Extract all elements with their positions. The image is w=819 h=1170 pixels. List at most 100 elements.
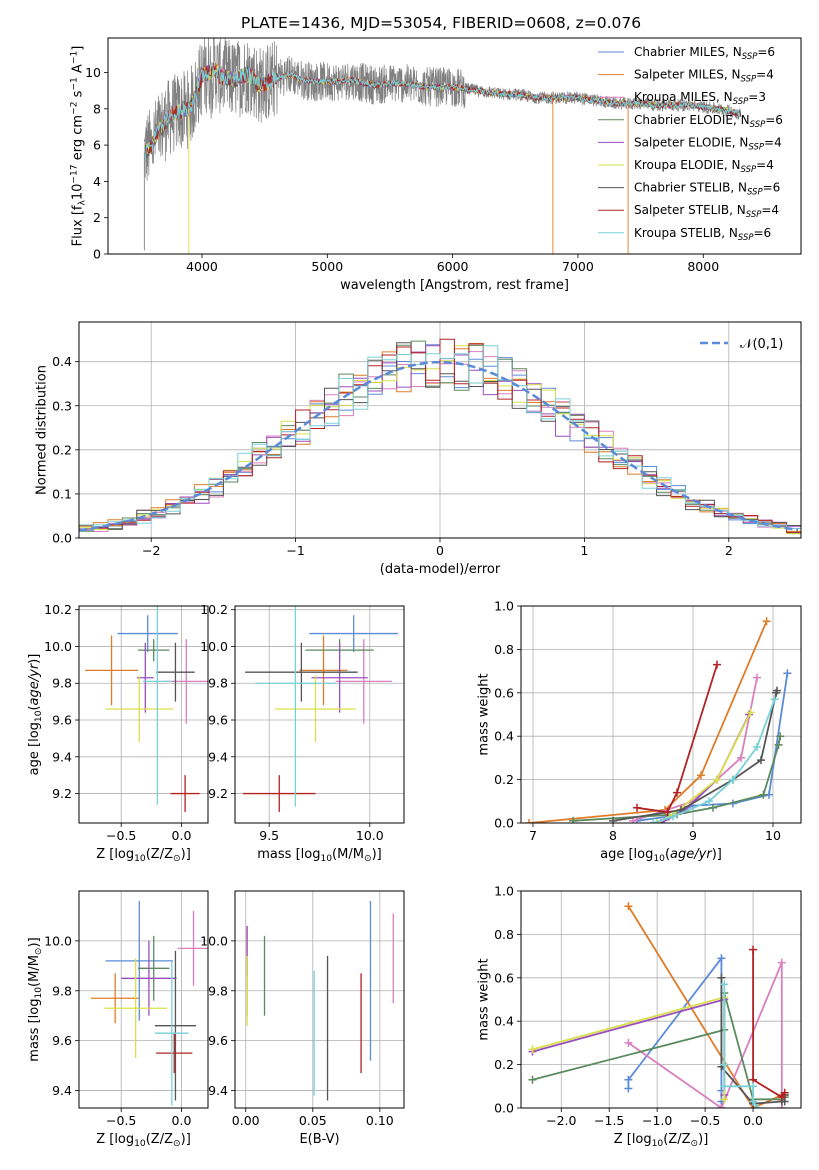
x-axis-label: E(B-V) (299, 1132, 339, 1147)
legend-label: Chabrier MILES, NSSP=6 (634, 45, 775, 62)
mass-weight-marker (749, 1082, 758, 1091)
mass-weight-marker (669, 812, 677, 821)
plot-area (143, 38, 742, 254)
mass-weight-marker (705, 797, 713, 806)
y-tick-label: 9.4 (52, 1083, 72, 1098)
normal-distribution-curve (79, 360, 799, 532)
mass-weight-marker (649, 819, 657, 823)
axes-frame (78, 321, 802, 539)
mass-weight-marker (717, 973, 726, 982)
y-axis-label: mass weight (476, 958, 491, 1040)
mass-weight-marker (780, 1088, 789, 1097)
spectrum-panel: 4000 5000 6000 7000 8000 0 2 4 6 8 10 wavelength [A… (70, 37, 802, 293)
x-tick-label: 4000 (186, 259, 218, 274)
legend-label: Kroupa STELIB, NSSP=6 (634, 226, 771, 243)
mass-weight-marker (528, 1075, 537, 1084)
x-axis-label: Z [log10​(Z/Z⊙​)] (614, 1132, 709, 1149)
mass-weight-marker (673, 788, 681, 797)
mass-weight-marker (633, 803, 641, 812)
y-axis-label: mass [log10​(M/M⊙​)] (27, 937, 44, 1061)
mass-vs-z-panel: −0.5 0.0 9.4 9.6 9.8 10.0 Z [log10​(Z/Z⊙​)] mas… (27, 890, 209, 1149)
x-tick-label: 0 (436, 543, 444, 558)
x-tick-label: −2 (142, 543, 160, 558)
x-axis-label: age [log10​(age/yr)] (600, 847, 722, 864)
mass-weight-line (752, 949, 786, 1099)
y-tick-label: 0.4 (494, 729, 514, 744)
x-tick-label: −1.5 (594, 1113, 624, 1128)
mass-weight-marker (762, 617, 771, 626)
y-tick-label: 0.6 (494, 685, 514, 700)
mass-weight-line (652, 698, 776, 823)
y-tick-label: 4 (93, 174, 101, 189)
legend-label: Chabrier STELIB, NSSP=6 (634, 181, 780, 198)
x-tick-label: 8 (609, 828, 617, 843)
plot-area (528, 902, 789, 1108)
residuals-panel: −2 −1 0 1 2 0.0 0.1 0.2 0.3 0.4 (data-model)/error… (34, 321, 802, 577)
mass-weight-marker (569, 816, 577, 823)
y-tick-label: 0.0 (52, 531, 72, 546)
x-tick-label: 8000 (687, 259, 719, 274)
mass-weight-line (612, 690, 778, 822)
mass-weight-line (572, 736, 782, 822)
mass-weight-vs-z-panel: −2.0 −1.5 −1.0 −0.5 0.0 0.0 0.2 0.4 0.6 0.8 1.0 Z [… (476, 884, 802, 1149)
axes-frame (520, 605, 802, 824)
plot-area (243, 606, 398, 812)
y-tick-label: 10.2 (44, 602, 72, 617)
y-tick-label: 9.8 (208, 676, 228, 691)
legend-label: Salpeter ELODIE, NSSP=4 (634, 135, 782, 152)
y-tick-label: 9.2 (208, 786, 228, 801)
mass-weight-marker (749, 945, 758, 954)
figure-title: PLATE=1436, MJD=53054, FIBERID=0608, z=0… (241, 14, 641, 32)
y-tick-label: 10.2 (200, 602, 228, 617)
mass-weight-line (723, 984, 759, 1108)
x-tick-label: 10 (765, 828, 781, 843)
x-tick-label: −1 (286, 543, 304, 558)
x-tick-label: 7 (529, 828, 537, 843)
y-tick-label: 10.0 (44, 933, 72, 948)
y-tick-label: 10 (85, 65, 101, 80)
mass-weight-marker (624, 1084, 633, 1093)
mass-weight-line (528, 620, 768, 823)
y-tick-label: 0.0 (494, 816, 514, 831)
y-tick-label: 8 (93, 101, 101, 116)
y-axis-label: Normed distribution (34, 365, 49, 495)
mass-weight-marker (777, 958, 786, 967)
y-tick-label: 0.4 (52, 354, 72, 369)
y-tick-label: 0.6 (494, 970, 514, 985)
mass-weight-marker (746, 708, 755, 717)
mass-weight-line (627, 905, 785, 1108)
mass-weight-marker (773, 686, 781, 695)
plot-area (85, 606, 208, 812)
y-tick-label: 10.0 (44, 639, 72, 654)
y-tick-label: 9.4 (208, 749, 228, 764)
mass-weight-marker (528, 1045, 537, 1054)
y-tick-label: 1.0 (494, 599, 514, 614)
axes-frame (234, 890, 405, 1109)
age-vs-mass-panel: 9.5 10.0 9.2 9.4 9.6 9.8 10.0 10.2 mass [log10​(… (200, 602, 405, 864)
x-tick-label: 6000 (437, 259, 469, 274)
mass-weight-marker (737, 753, 745, 762)
mass-weight-marker (624, 1038, 633, 1047)
y-tick-label: 9.8 (52, 983, 72, 998)
y-axis-label: Flux [fλ​10−17​ erg cm−2​ s−1​ A−1​] (70, 46, 88, 247)
mass-weight-vs-age-panel: 7 8 9 10 0.0 0.2 0.4 0.6 0.8 1.0 age [log10​(age/y… (476, 599, 802, 864)
mass-weight-marker (697, 771, 705, 780)
mass-weight-line (636, 664, 718, 814)
mass-weight-marker (720, 1082, 729, 1091)
x-axis-label: Z [log10​(Z/Z⊙​)] (96, 847, 191, 864)
mass-weight-marker (753, 673, 761, 682)
axes-frame (520, 890, 802, 1109)
mass-weight-marker (757, 756, 765, 765)
residual-histogram-step (79, 338, 801, 533)
mass-weight-marker (749, 1097, 758, 1106)
mass-weight-marker (783, 669, 792, 678)
mass-weight-marker (729, 775, 737, 784)
x-tick-label: −0.5 (106, 1113, 136, 1128)
y-tick-label: 9.8 (208, 983, 228, 998)
mass-weight-marker (753, 743, 761, 752)
y-tick-label: 0.4 (494, 1014, 514, 1029)
y-tick-label: 0.3 (52, 398, 72, 413)
y-tick-label: 6 (93, 138, 101, 153)
plot-area (525, 617, 792, 823)
